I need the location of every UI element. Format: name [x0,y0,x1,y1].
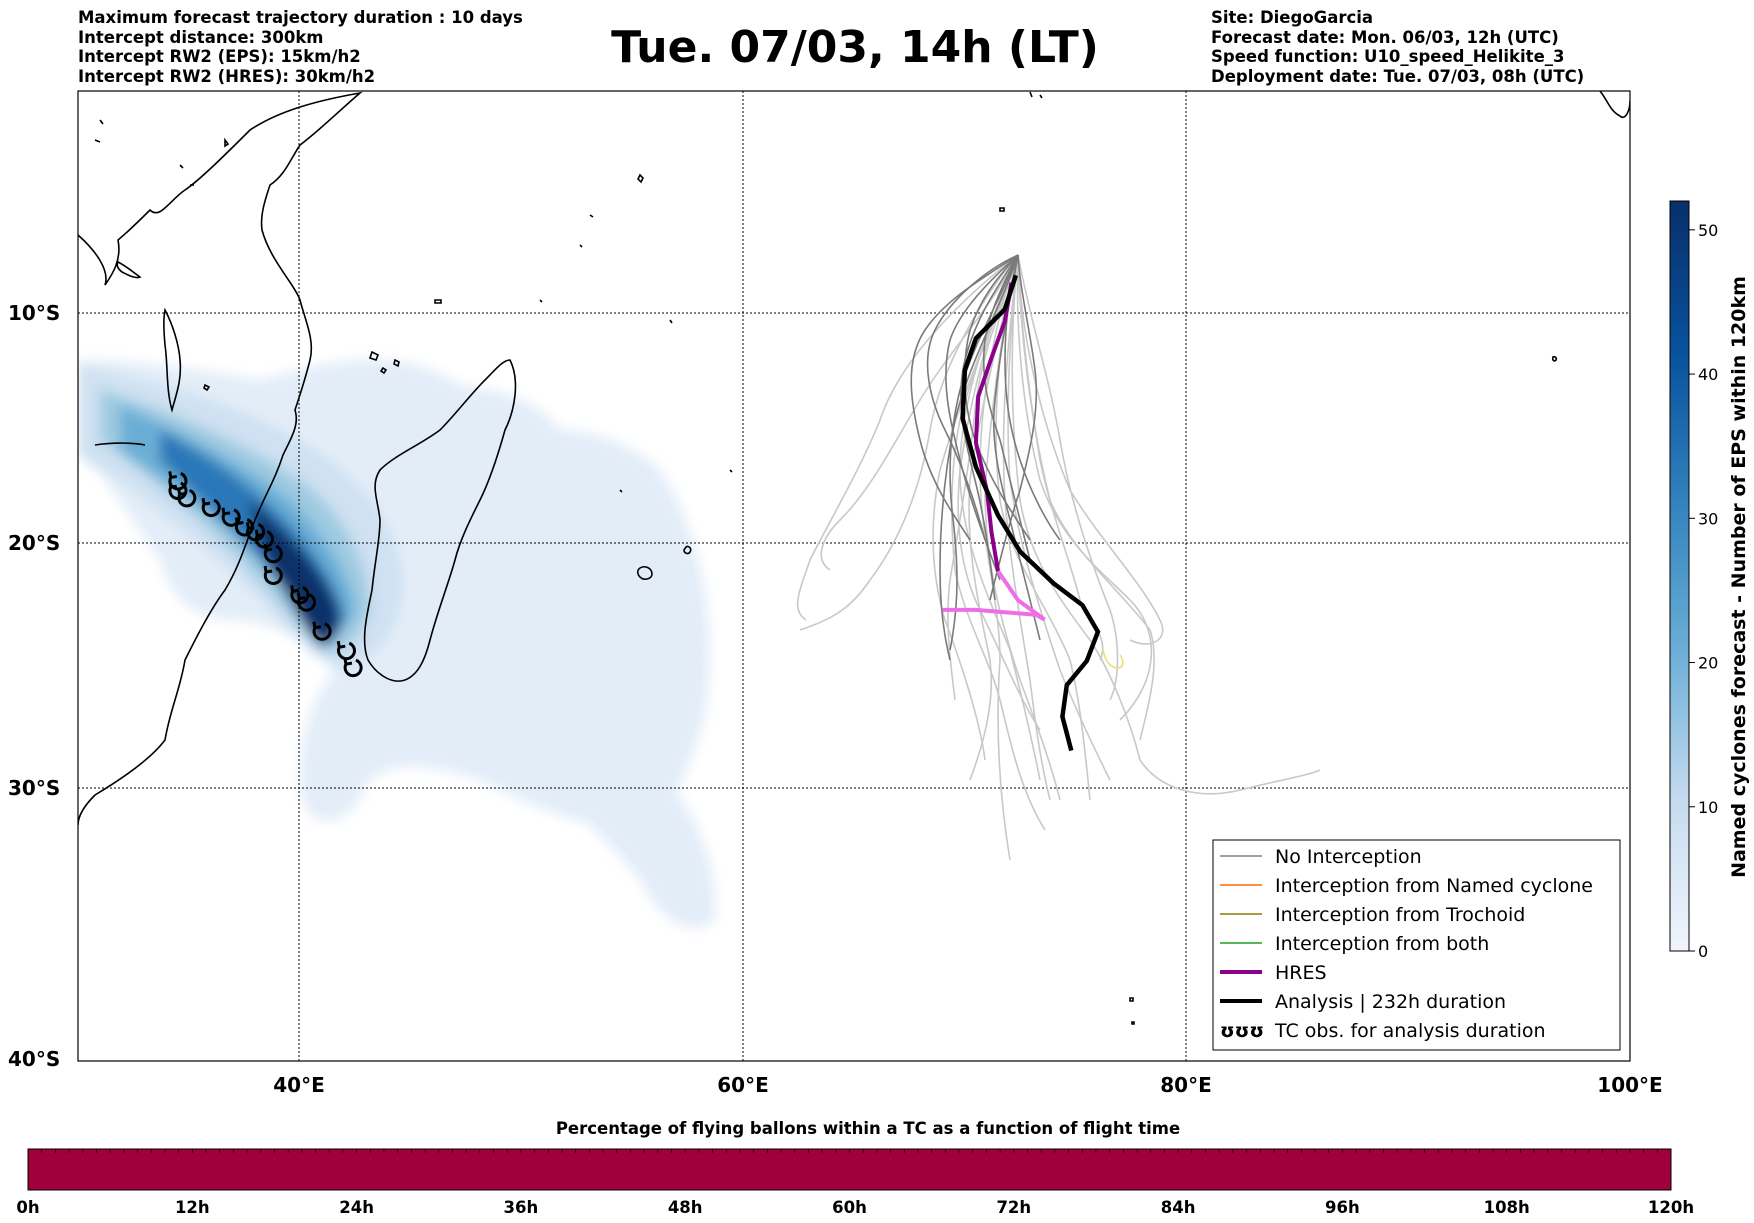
time-bar-tick-label: 12h [175,1198,210,1217]
main-title: Tue. 07/03, 14h (LT) [611,22,1099,73]
trochoid-fragment [1102,649,1124,669]
time-bar-tick-label: 48h [668,1198,703,1217]
legend-box [1212,839,1621,1051]
time-bar-tick-label: 108h [1484,1198,1530,1217]
time-bar-fill [27,1148,1672,1191]
time-bar-tick-label: 24h [339,1198,374,1217]
colorbar-tick-label: 10 [1698,798,1718,817]
tc-obs-marker [263,565,283,585]
tc-obs-marker [168,480,188,501]
gridlines [78,91,1630,1061]
lat-label-40s: 40°S [8,1047,60,1071]
header-left-line: Intercept RW2 (EPS): 15km/h2 [78,47,361,66]
flight-time-bar: Percentage of flying ballons within a TC… [16,1119,1694,1217]
tc-obs-marker [263,543,283,564]
time-bar-tick-label: 60h [832,1198,867,1217]
header-right-line: Speed function: U10_speed_Helikite_3 [1211,47,1565,66]
africa-coast [78,91,363,826]
time-bar-title: Percentage of flying ballons within a TC… [556,1119,1180,1138]
colorbar-tick-label: 0 [1698,942,1708,961]
time-bar-tick-label: 84h [1161,1198,1196,1217]
madagascar-coast [363,359,517,682]
tc-obs-marker [296,592,317,612]
tc-obs-marker [336,640,356,661]
tc-obs-marker [221,507,241,527]
colorbar-title: Named cyclones forecast - Number of EPS … [1728,276,1750,878]
tc-obs-marker [201,497,221,518]
lon-label-60e: 60°E [717,1073,769,1097]
legend-label: Interception from Trochoid [1275,904,1525,926]
time-bar-tick-label: 72h [996,1198,1031,1217]
header-right-info: Site: DiegoGarcia Forecast date: Mon. 06… [1211,8,1584,86]
tc-observations [168,471,363,678]
legend-label: No Interception [1275,846,1422,868]
lon-label-40e: 40°E [273,1073,325,1097]
colorbar-tick-label: 40 [1698,365,1718,384]
map-frame [77,90,1631,1062]
time-bar-tick-label: 36h [504,1198,539,1217]
header-right-line: Deployment date: Tue. 07/03, 08h (UTC) [1211,66,1585,86]
legend-label: Interception from Named cyclone [1275,875,1593,897]
colorbar-tick-label: 20 [1698,654,1718,673]
header-left-info: Maximum forecast trajectory duration : 1… [78,8,523,86]
tc-obs-marker [245,522,266,542]
colorbar-gradient [1669,200,1690,952]
legend-label: Interception from both [1275,933,1489,955]
header-left-line: Intercept distance: 300km [78,27,324,47]
density-colorbar: 0 10 20 30 40 50 Named cyclones forecast - Nu… [1669,200,1750,961]
colorbar-tick-label: 50 [1698,221,1718,240]
analysis-track [960,274,1101,752]
legend-label: Analysis | 232h duration [1275,991,1506,1013]
header-right-line: Site: DiegoGarcia [1211,8,1374,27]
time-bar-tick-label: 120h [1648,1198,1694,1217]
legend-label: TC obs. for analysis duration [1274,1020,1546,1042]
tc-obs-marker [290,585,310,605]
header-left-line: Maximum forecast trajectory duration : 1… [78,8,523,27]
tc-obs-marker [312,621,332,641]
lat-label-10s: 10°S [8,301,60,325]
hres-track [973,282,1014,572]
tc-obs-marker [343,657,363,678]
time-bar-tick-label: 0h [16,1198,39,1217]
lat-label-20s: 20°S [8,531,60,555]
header-left-line: Intercept RW2 (HRES): 30km/h2 [78,66,376,86]
time-bar-tick-label: 96h [1325,1198,1360,1217]
coastlines [78,91,1630,1025]
tc-obs-marker [177,488,197,508]
legend: No Interception Interception from Named … [1212,839,1621,1051]
header-right-line: Forecast date: Mon. 06/03, 12h (UTC) [1211,27,1559,47]
lat-label-30s: 30°S [8,776,60,800]
colorbar-tick-label: 30 [1698,509,1718,528]
eps-trajectories-light [796,254,1321,861]
lon-label-80e: 80°E [1160,1073,1212,1097]
legend-label: HRES [1275,962,1327,984]
hres-track-late [942,570,1046,622]
tc-obs-marker [254,529,274,549]
legend-swatch-tc-obs: ʊʊʊ [1220,1020,1264,1042]
lon-label-100e: 100°E [1597,1073,1662,1097]
